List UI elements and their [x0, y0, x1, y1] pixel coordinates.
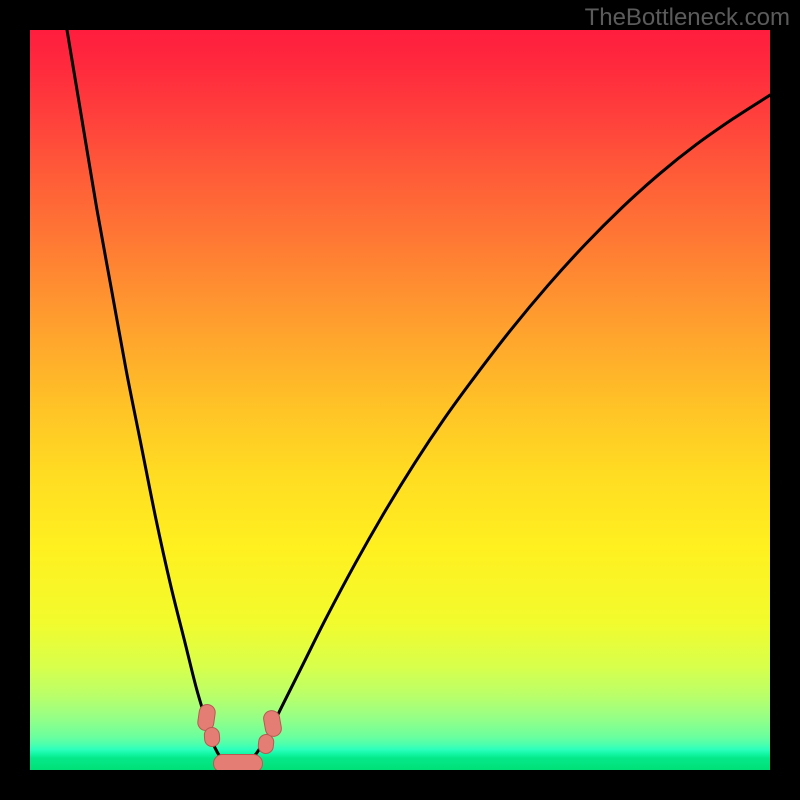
watermark-text: TheBottleneck.com: [585, 4, 790, 32]
data-marker: [203, 726, 220, 747]
plot-area: [30, 30, 770, 770]
data-marker: [213, 754, 263, 770]
marker-layer: [30, 30, 770, 770]
